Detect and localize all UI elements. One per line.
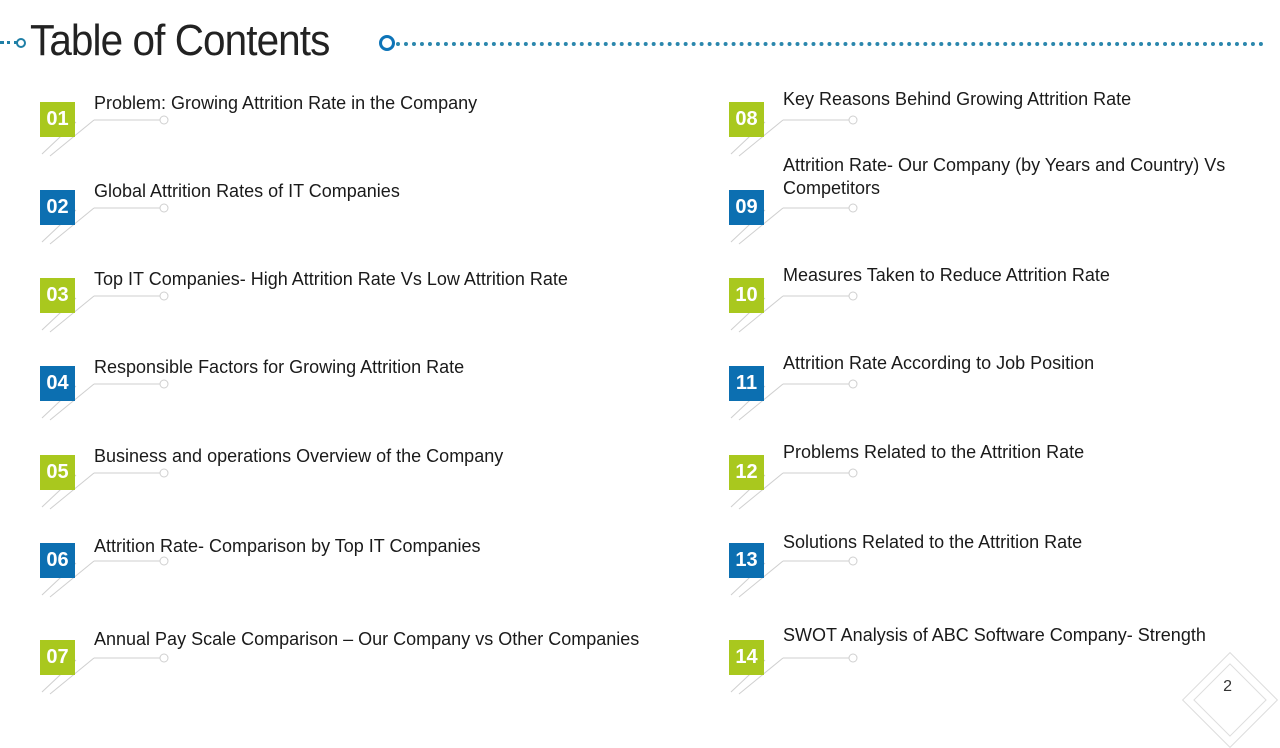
toc-item-label: Global Attrition Rates of IT Companies: [94, 181, 400, 201]
toc-item[interactable]: 11 Attrition Rate According to Job Positi…: [729, 353, 1280, 446]
toc-item[interactable]: 04 Responsible Factors for Growing Attrit…: [40, 357, 660, 446]
toc-item-label: Problems Related to the Attrition Rate: [783, 442, 1085, 462]
toc-item[interactable]: 07 Annual Pay Scale Comparison – Our Comp…: [40, 629, 660, 720]
toc-connector-decoration: [41, 291, 169, 333]
toc-number-badge: 03: [40, 278, 75, 313]
toc-item[interactable]: 09 Attrition Rate- Our Company (by Years …: [729, 155, 1280, 270]
toc-number-badge: 04: [40, 366, 75, 401]
toc-item-label: SWOT Analysis of ABC Software Company- S…: [783, 625, 1206, 645]
page-title: Table of Contents: [30, 16, 330, 65]
header-dotted-line-left: [0, 41, 18, 44]
toc-number-badge: 11: [729, 366, 764, 401]
toc-item-label: Responsible Factors for Growing Attritio…: [94, 357, 465, 377]
toc-number-badge: 08: [729, 102, 764, 137]
toc-connector-decoration: [730, 203, 858, 245]
toc-item-label: Attrition Rate- Our Company (by Years an…: [783, 155, 1226, 198]
toc-item[interactable]: 05 Business and operations Overview of th…: [40, 446, 660, 535]
toc-item-label: Key Reasons Behind Growing Attrition Rat…: [783, 89, 1132, 109]
toc-number-badge: 07: [40, 640, 75, 675]
toc-item[interactable]: 06 Attrition Rate- Comparison by Top IT C…: [40, 536, 660, 623]
toc-item-label: Solutions Related to the Attrition Rate: [783, 532, 1083, 552]
toc-number-badge: 09: [729, 190, 764, 225]
toc-item-label: Measures Taken to Reduce Attrition Rate: [783, 265, 1110, 285]
toc-item[interactable]: 01 Problem: Growing Attrition Rate in the…: [40, 93, 660, 182]
toc-item[interactable]: 12 Problems Related to the Attrition Rate: [729, 442, 1280, 535]
toc-item[interactable]: 02 Global Attrition Rates of IT Companies: [40, 181, 660, 270]
toc-item[interactable]: 14 SWOT Analysis of ABC Software Company-…: [729, 625, 1280, 720]
toc-item-label: Business and operations Overview of the …: [94, 446, 504, 466]
header-dot-left-icon: [16, 38, 26, 48]
toc-number-badge: 01: [40, 102, 75, 137]
toc-number-badge: 10: [729, 278, 764, 313]
toc-item-label: Problem: Growing Attrition Rate in the C…: [94, 93, 478, 113]
toc-number-badge: 02: [40, 190, 75, 225]
toc-item-label: Top IT Companies- High Attrition Rate Vs…: [94, 269, 568, 289]
toc-number-badge: 13: [729, 543, 764, 578]
toc-item[interactable]: 13 Solutions Related to the Attrition Rat…: [729, 532, 1280, 623]
toc-number-badge: 06: [40, 543, 75, 578]
toc-item-label: Attrition Rate According to Job Position: [783, 353, 1095, 373]
toc-connector-decoration: [730, 379, 858, 421]
toc-item[interactable]: 08 Key Reasons Behind Growing Attrition R…: [729, 89, 1280, 182]
toc-connector-decoration: [41, 556, 169, 598]
header-ring-icon: [379, 35, 395, 51]
toc-item-label: Annual Pay Scale Comparison – Our Compan…: [94, 629, 640, 649]
toc-item[interactable]: 03 Top IT Companies- High Attrition Rate …: [40, 269, 660, 358]
header-dotted-line-right: [396, 42, 1264, 46]
toc-item-label: Attrition Rate- Comparison by Top IT Com…: [94, 536, 481, 556]
toc-item[interactable]: 10 Measures Taken to Reduce Attrition Rat…: [729, 265, 1280, 358]
toc-number-badge: 05: [40, 455, 75, 490]
toc-number-badge: 14: [729, 640, 764, 675]
page-number: 2: [1223, 678, 1232, 695]
toc-connector-decoration: [41, 653, 169, 695]
toc-number-badge: 12: [729, 455, 764, 490]
